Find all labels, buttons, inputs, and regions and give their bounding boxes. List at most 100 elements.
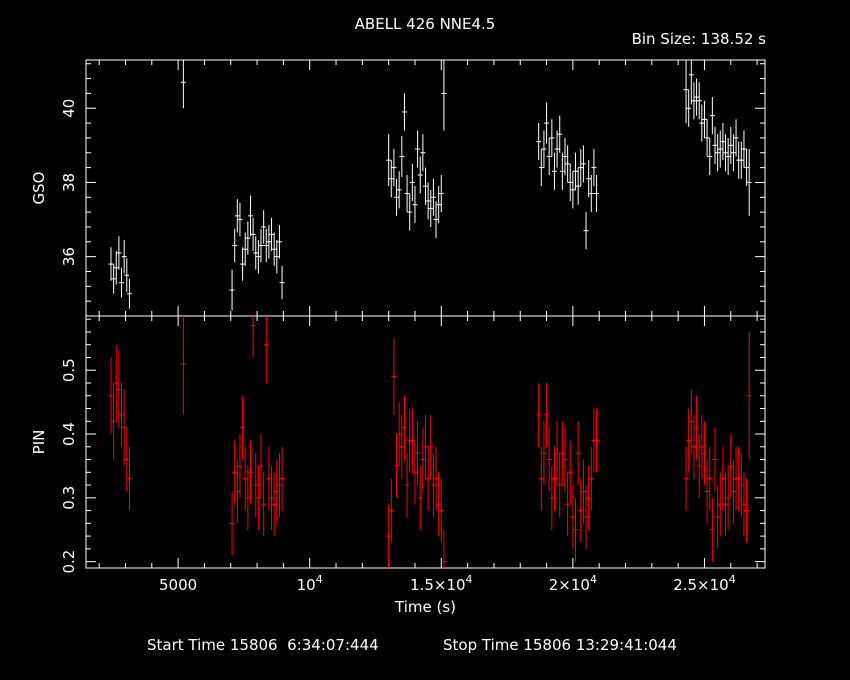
gso-data-point [746, 149, 752, 216]
pin-data-point [683, 446, 689, 511]
pin-data-point [263, 316, 269, 383]
pin-data-point [717, 472, 723, 537]
gso-data-point [549, 119, 555, 157]
pin-data-point [709, 497, 715, 562]
pin-data-point [242, 446, 248, 511]
pin-x-tick-label: 104 [297, 573, 323, 594]
gso-data-point [247, 195, 253, 237]
gso-data-point [594, 175, 600, 213]
gso-data-point [557, 115, 563, 153]
pin-data-point [415, 421, 421, 486]
gso-data-point [733, 119, 739, 157]
pin-data-point [570, 485, 576, 549]
pin-data-point [686, 408, 692, 473]
gso-y-tick-label: 36 [60, 247, 78, 266]
gso-data-point [245, 221, 251, 255]
pin-y-tick-label: 0.5 [60, 358, 78, 382]
gso-data-point [399, 136, 405, 177]
pin-data-point [688, 389, 694, 454]
gso-data-point [126, 278, 132, 309]
pin-data-point [116, 351, 122, 428]
pin-data-point [266, 446, 272, 511]
gso-data-point [586, 160, 592, 198]
pin-data-point [736, 446, 742, 511]
pin-data-point [441, 529, 447, 568]
gso-data-point [388, 160, 394, 198]
pin-data-point [554, 421, 560, 486]
gso-data-point [712, 126, 718, 164]
gso-data-point [430, 178, 436, 216]
pin-data-point [746, 331, 752, 460]
pin-data-point [428, 414, 434, 479]
gso-data-point [696, 82, 702, 120]
pin-data-point [728, 434, 734, 498]
gso-data-point [580, 145, 586, 183]
pin-x-axis-label: Time (s) [394, 598, 456, 616]
gso-y-tick-label: 38 [60, 173, 78, 192]
gso-data-point [386, 134, 392, 187]
pin-data-point [586, 465, 592, 530]
pin-data-point [744, 478, 750, 543]
gso-data-point [546, 137, 552, 176]
pin-data-point [391, 338, 397, 415]
gso-data-point [404, 175, 410, 213]
gso-data-point [573, 152, 579, 190]
pin-data-point [417, 465, 423, 530]
pin-data-point [274, 459, 280, 524]
gso-data-point [704, 119, 710, 157]
pin-data-point [388, 478, 394, 543]
pin-data-point [704, 459, 710, 524]
pin-data-point [124, 427, 130, 492]
gso-data-point [111, 264, 117, 294]
gso-data-point [583, 212, 589, 250]
gso-data-point [438, 175, 444, 213]
gso-data-point [701, 100, 707, 138]
pin-y-tick-label: 0.3 [60, 486, 78, 510]
pin-data-point [699, 414, 705, 479]
gso-data-point [683, 60, 689, 124]
pin-panel: 0.2 0.3 0.4 0.5 PIN 5000 104 1.5×104 2×104 2.5×10… [30, 315, 766, 616]
pin-data-point [412, 440, 418, 505]
pin-data-point [180, 316, 186, 415]
pin-data-point [399, 414, 405, 479]
gso-data-point [121, 239, 127, 274]
pin-y-tick-label: 0.2 [60, 550, 78, 574]
gso-data-point [559, 152, 565, 190]
pin-data-point [396, 402, 402, 466]
gso-data-point [415, 130, 421, 168]
pin-data-point [551, 446, 557, 511]
pin-data-point [253, 453, 259, 517]
gso-data-point [567, 163, 573, 201]
gso-y-axis-label: GSO [30, 172, 48, 205]
pin-data-point [720, 446, 726, 511]
plot-title: ABELL 426 NNE4.5 [354, 15, 496, 33]
pin-data-point [229, 491, 235, 556]
gso-data-point [124, 258, 130, 292]
gso-data-point [686, 89, 692, 127]
start-time-label: Start Time 15806 6:34:07:444 [147, 636, 379, 654]
gso-data-point [441, 60, 447, 131]
pin-data-point [583, 485, 589, 549]
gso-data-point [266, 225, 272, 259]
gso-data-point [694, 78, 700, 116]
pin-data-point [594, 408, 600, 473]
pin-data-point [730, 459, 736, 524]
gso-data-point [578, 149, 584, 187]
pin-data-point [247, 440, 253, 505]
gso-data-point [237, 202, 243, 237]
pin-data-point [271, 472, 277, 537]
pin-frame [85, 315, 766, 569]
bin-size-label: Bin Size: 138.52 s [631, 30, 766, 48]
pin-data-point [565, 472, 571, 537]
gso-data-point [428, 189, 434, 227]
gso-data-point [725, 137, 731, 176]
gso-data-point [234, 199, 240, 233]
gso-data-point [554, 130, 560, 168]
pin-data-point [567, 440, 573, 505]
gso-data-point [744, 149, 750, 187]
gso-data-point [691, 82, 697, 120]
gso-data-point [420, 134, 426, 172]
pin-data-point [232, 440, 238, 505]
pin-data-point [276, 453, 282, 517]
